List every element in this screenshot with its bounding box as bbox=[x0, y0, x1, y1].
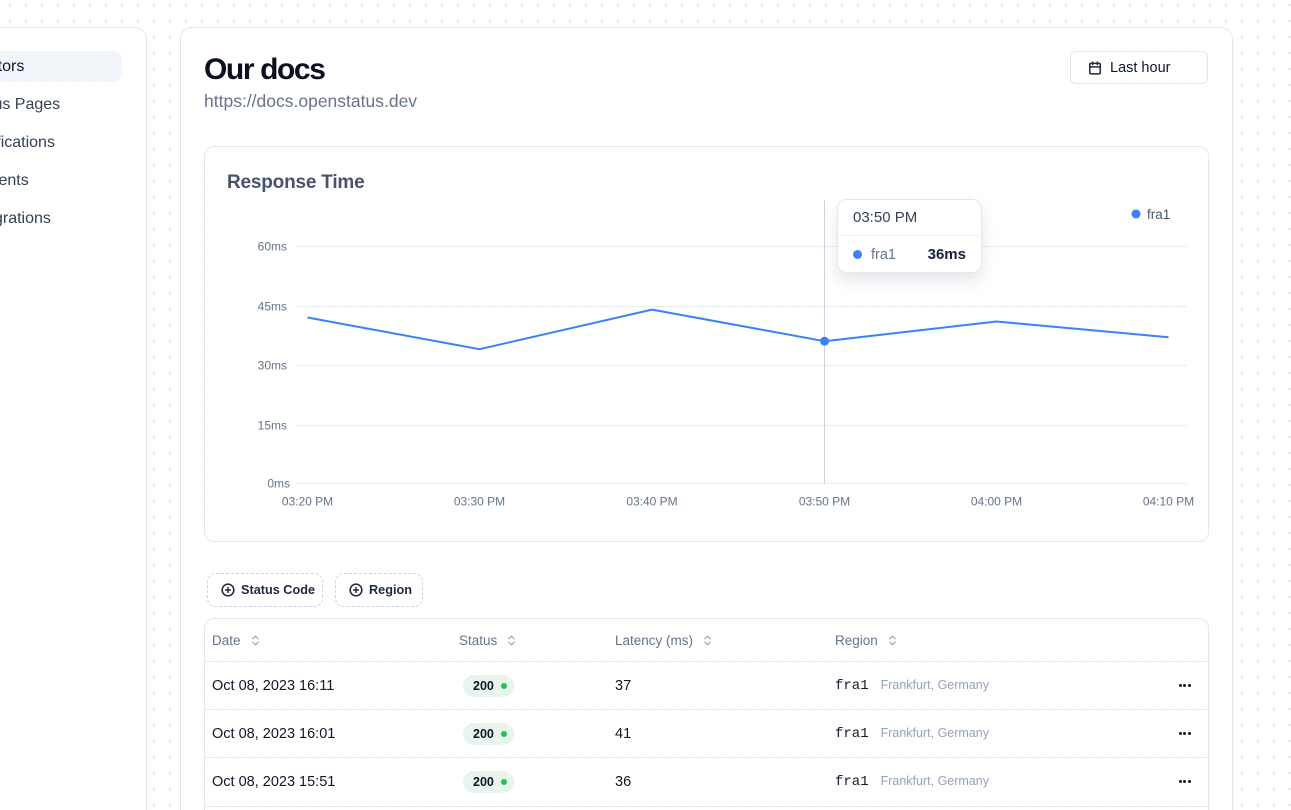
svg-text:fra1: fra1 bbox=[1147, 207, 1170, 222]
svg-text:30ms: 30ms bbox=[258, 359, 287, 373]
svg-text:0ms: 0ms bbox=[267, 477, 290, 491]
svg-text:04:10 PM: 04:10 PM bbox=[1143, 495, 1194, 509]
svg-text:03:20 PM: 03:20 PM bbox=[282, 495, 333, 509]
svg-text:03:30 PM: 03:30 PM bbox=[454, 495, 505, 509]
svg-text:60ms: 60ms bbox=[258, 240, 287, 254]
svg-text:45ms: 45ms bbox=[258, 300, 287, 314]
svg-text:03:40 PM: 03:40 PM bbox=[626, 495, 677, 509]
svg-text:03:50 PM: 03:50 PM bbox=[799, 495, 850, 509]
svg-text:04:00 PM: 04:00 PM bbox=[971, 495, 1022, 509]
svg-text:15ms: 15ms bbox=[258, 419, 287, 433]
